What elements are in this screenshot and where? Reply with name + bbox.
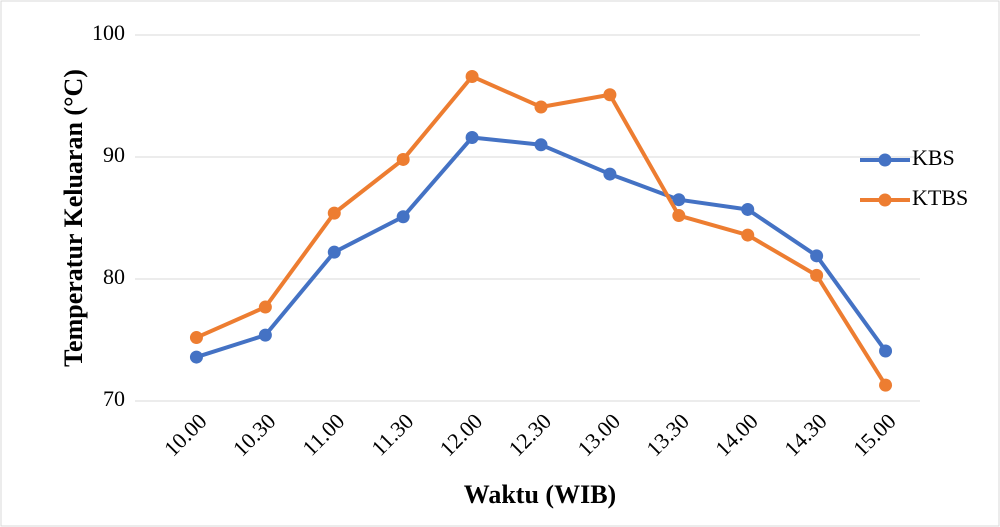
data-point xyxy=(603,167,617,181)
data-point xyxy=(741,228,755,242)
legend-label: KTBS xyxy=(912,185,968,210)
data-point xyxy=(189,331,203,345)
data-point xyxy=(741,202,755,216)
data-point xyxy=(327,245,341,259)
data-point xyxy=(396,210,410,224)
y-tick-label: 90 xyxy=(103,142,125,167)
data-point xyxy=(465,69,479,83)
data-point xyxy=(258,328,272,342)
x-axis-label: Waktu (WIB) xyxy=(464,480,616,509)
data-point xyxy=(534,138,548,152)
data-point xyxy=(810,249,824,263)
y-tick-label: 100 xyxy=(92,20,125,45)
data-point xyxy=(672,209,686,223)
data-point xyxy=(327,206,341,220)
data-point xyxy=(603,88,617,102)
data-point xyxy=(810,268,824,282)
data-point xyxy=(879,344,893,358)
legend-label: KBS xyxy=(912,145,955,170)
y-axis-label: Temperatur Keluaran (°C) xyxy=(59,69,88,367)
legend-marker xyxy=(878,153,892,167)
data-point xyxy=(465,130,479,144)
data-point xyxy=(189,350,203,364)
data-point xyxy=(672,193,686,207)
legend-marker xyxy=(878,193,892,207)
data-point xyxy=(879,378,893,392)
data-point xyxy=(396,152,410,166)
data-point xyxy=(534,100,548,114)
data-point xyxy=(258,300,272,314)
y-tick-label: 80 xyxy=(103,264,125,289)
y-tick-label: 70 xyxy=(103,386,125,411)
